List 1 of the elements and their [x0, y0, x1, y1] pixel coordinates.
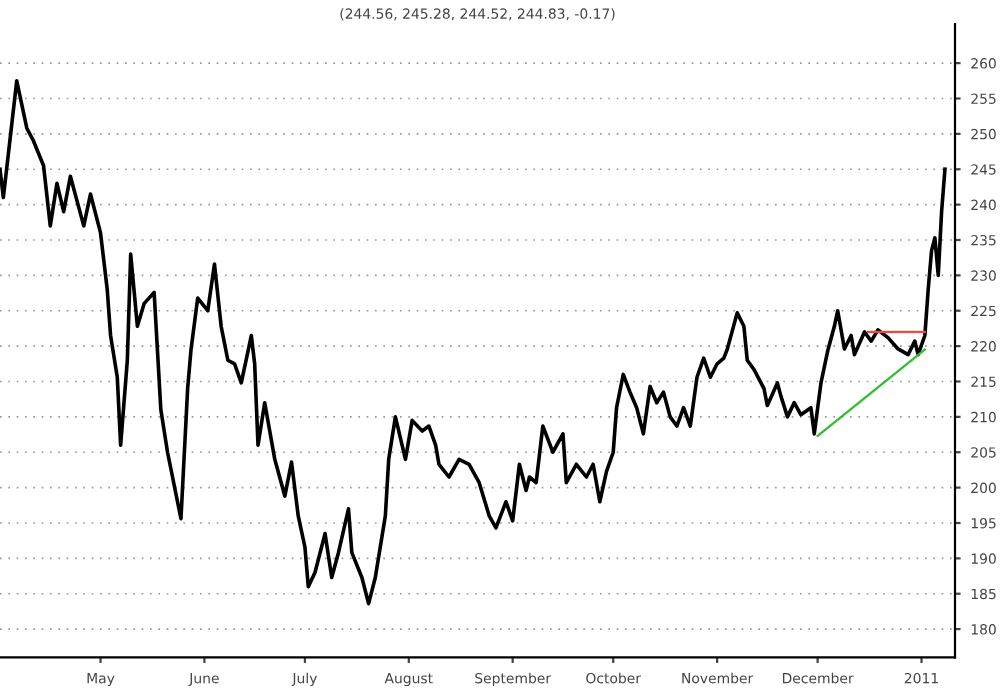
line-series	[0, 79, 947, 606]
